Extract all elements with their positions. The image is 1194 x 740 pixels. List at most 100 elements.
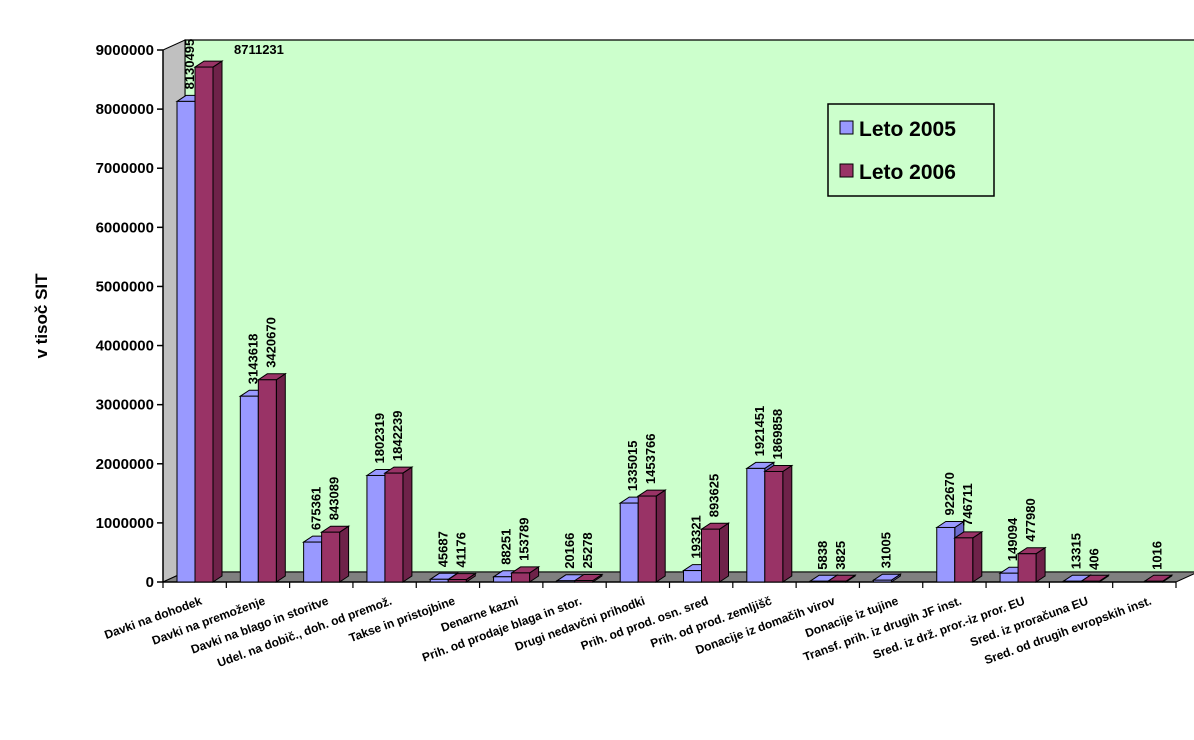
- data-label-2006: 893625: [707, 474, 722, 517]
- data-label-2005: 193321: [689, 515, 704, 558]
- bar-2006: [256, 372, 287, 583]
- bar-2005-front: [999, 572, 1019, 583]
- bar-2006-side: [212, 60, 223, 583]
- data-label-2005: 149094: [1005, 517, 1020, 561]
- data-label-2005: 922670: [942, 472, 957, 515]
- y-tick-label: 5000000: [96, 278, 154, 295]
- bar-2006-front: [511, 572, 531, 583]
- bar-2006-front: [447, 579, 467, 583]
- bar-2006-front: [321, 531, 341, 583]
- y-tick-label: 6000000: [96, 219, 154, 236]
- bar-2005-front: [872, 579, 892, 583]
- bar-2005-front: [556, 580, 576, 583]
- data-label-2006: 746711: [960, 483, 975, 526]
- data-label-2005: 5838: [815, 541, 830, 570]
- bar-2006-front: [954, 537, 974, 583]
- bar-2006-front: [637, 495, 657, 583]
- bar-2006: [1143, 574, 1174, 583]
- bar-2005-front: [176, 100, 196, 583]
- bar-2005: [871, 573, 903, 583]
- bar-2005-front: [429, 578, 449, 583]
- bar-2006: [1079, 574, 1111, 583]
- data-label-2006: 3825: [833, 541, 848, 570]
- data-label-2006: 1016: [1150, 541, 1165, 570]
- bar-2005-front: [746, 467, 766, 583]
- y-tick-label: 7000000: [96, 160, 154, 177]
- legend-label-2005: Leto 2005: [859, 118, 956, 141]
- y-axis-title: v tisoč SIT: [32, 273, 51, 359]
- y-tick-label: 3000000: [96, 397, 154, 414]
- bar-2005-front: [619, 502, 639, 583]
- bar-2005-front: [1062, 580, 1082, 583]
- legend-box: [827, 103, 995, 197]
- data-label-2006: 406: [1086, 548, 1101, 570]
- bar-2006: [573, 573, 604, 583]
- data-label-2006: 25278: [580, 532, 595, 568]
- bar-2006: [763, 464, 794, 583]
- legend-swatch-2005: [839, 120, 854, 135]
- data-label-2006: 1869858: [770, 409, 785, 460]
- data-label-2005: 1921451: [752, 406, 767, 457]
- bar-2006-side: [339, 525, 350, 583]
- bars: [175, 60, 1174, 583]
- data-label-2006: 41176: [453, 532, 468, 567]
- y-tick-label: 4000000: [96, 338, 154, 355]
- data-label-2005: 8130495: [182, 39, 197, 90]
- data-label-2006: 3420670: [263, 317, 278, 368]
- bar-2006: [193, 60, 224, 583]
- bar-2006-front: [384, 472, 404, 583]
- bar-2006-front: [1017, 553, 1037, 583]
- data-label-2006: 8711231: [234, 42, 284, 57]
- bar-2005-front: [809, 580, 829, 583]
- data-label-2005: 1335015: [625, 440, 640, 491]
- bar-2005-front: [366, 474, 386, 583]
- bar-2006-side: [275, 372, 286, 583]
- data-label-2005: 45687: [435, 531, 450, 567]
- bar-2006: [509, 565, 541, 583]
- bar-2006-front: [574, 580, 594, 583]
- bar-2006: [953, 530, 984, 583]
- bar-2006: [826, 574, 857, 583]
- bar-2006-front: [1080, 580, 1100, 583]
- bar-2006: [1016, 546, 1047, 583]
- y-tick-label: 2000000: [96, 456, 154, 473]
- y-tick-label: 8000000: [96, 101, 154, 118]
- bar-2005-front: [303, 541, 323, 583]
- bar-2006: [319, 525, 351, 583]
- bar-2006-side: [972, 530, 983, 583]
- bar-2006-front: [194, 66, 214, 583]
- bar-2006-front: [257, 379, 277, 583]
- bar-2005-front: [683, 570, 702, 583]
- legend-swatch-2006: [839, 163, 854, 178]
- bar-2006-side: [402, 466, 413, 583]
- bar-2006: [636, 489, 667, 583]
- data-label-2005: 675361: [309, 487, 324, 530]
- bar-2005-front: [493, 576, 513, 583]
- data-labels: 8130495 8711231 3143618 3420670 675361 843089…: [182, 39, 1165, 570]
- data-label-2006: 843089: [327, 477, 342, 520]
- data-label-2006: 153789: [517, 518, 532, 561]
- data-label-2005: 3143618: [245, 334, 260, 385]
- y-tick-label: 9000000: [96, 42, 154, 59]
- y-tick-label: 1000000: [96, 515, 154, 532]
- bar-2006-side: [782, 464, 793, 583]
- bar-2006: [446, 572, 477, 583]
- bar-2006: [699, 522, 731, 583]
- data-label-2005: 88251: [499, 529, 514, 565]
- legend-label-2006: Leto 2006: [859, 161, 956, 184]
- data-label-2005: 20166: [562, 533, 577, 569]
- data-label-2006: 1842239: [390, 410, 405, 461]
- data-label-2006: 477980: [1023, 498, 1038, 541]
- bar-2006-side: [719, 522, 729, 583]
- bar-2006-front: [764, 470, 784, 583]
- data-label-2005: 31005: [878, 532, 893, 568]
- category-label: Takse in pristojbine: [347, 594, 457, 646]
- legend: Leto 2005 Leto 2006: [827, 103, 995, 197]
- data-label-2005: 13315: [1068, 533, 1083, 569]
- bar-2006: [383, 466, 414, 583]
- data-label-2006: 1453766: [643, 433, 658, 484]
- bar-2006-front: [701, 528, 720, 583]
- bar-2006-front: [1144, 580, 1164, 583]
